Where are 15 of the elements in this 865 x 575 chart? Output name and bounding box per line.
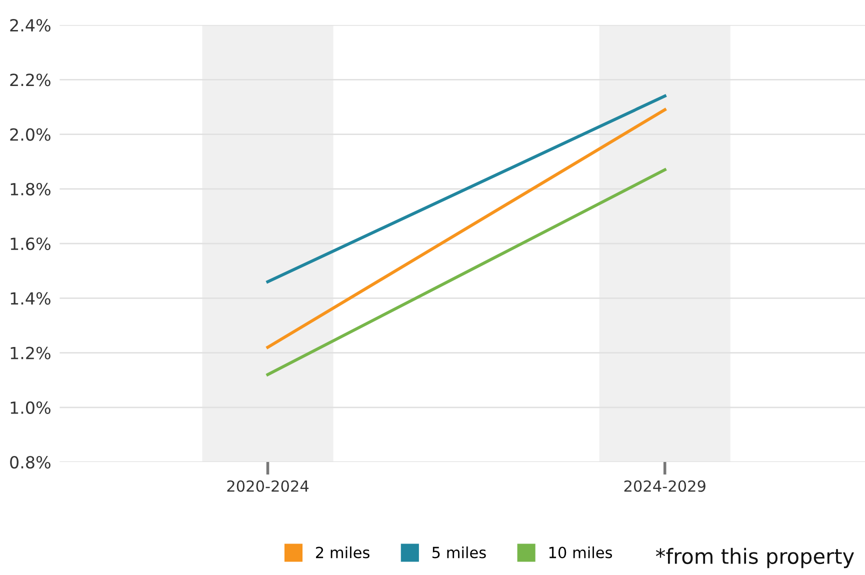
y-tick-label: 1.4% bbox=[10, 292, 50, 305]
x-tick-label: 2024-2029 bbox=[624, 480, 706, 492]
y-tick-label: 1.8% bbox=[10, 182, 50, 196]
legend-label: 5 miles bbox=[432, 546, 486, 558]
y-tick-label: 1.0% bbox=[10, 401, 50, 414]
text: *from this property bbox=[656, 548, 854, 568]
y-tick-label: 0.8% bbox=[10, 456, 50, 469]
legend-label: 2 miles bbox=[316, 546, 370, 558]
legend-label: 10 miles bbox=[549, 546, 612, 558]
y-tick-label: 2.4% bbox=[10, 18, 50, 32]
y-tick-label: 1.2% bbox=[10, 346, 50, 360]
x-tick-label: 2020-2024 bbox=[227, 480, 309, 492]
y-tick-label: 1.6% bbox=[10, 237, 50, 250]
y-tick-label: 2.2% bbox=[10, 74, 50, 86]
y-tick-label: 2.0% bbox=[10, 128, 50, 141]
